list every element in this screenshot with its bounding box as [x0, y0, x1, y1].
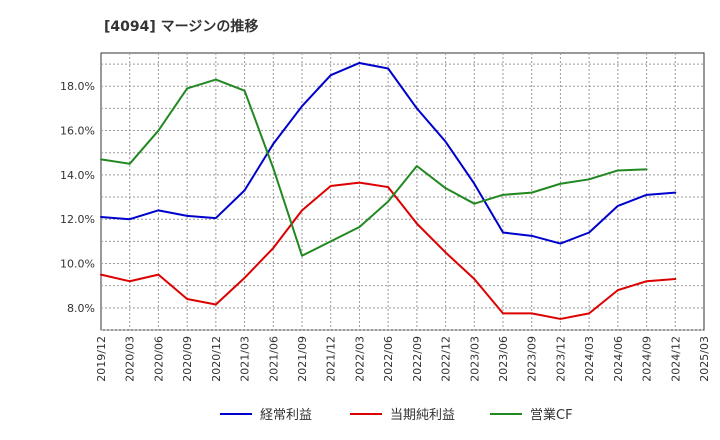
legend: 経常利益 当期純利益 営業CF — [220, 407, 573, 423]
series-line-2 — [100, 181, 677, 320]
x-tick-label: 2023/09 — [526, 336, 539, 382]
legend-label: 経常利益 — [260, 408, 312, 423]
x-axis: 2019/12 2020/03 2020/06 2020/09 2020/12 2021/… — [95, 336, 711, 382]
x-tick-label: 2024/03 — [583, 336, 596, 382]
x-tick-label: 2022/06 — [382, 336, 395, 382]
series-lines — [100, 61, 677, 320]
chart-title: [4094] マージンの推移 — [104, 18, 258, 35]
x-tick-label: 2020/06 — [152, 336, 165, 382]
x-tick-label: 2024/12 — [669, 336, 682, 382]
x-tick-label: 2023/06 — [497, 336, 510, 382]
y-axis: 8.0% 10.0% 12.0% 14.0% 16.0% 18.0% — [60, 80, 95, 315]
x-tick-label: 2023/12 — [554, 336, 567, 382]
plot-area — [100, 52, 705, 331]
x-tick-label: 2022/12 — [440, 336, 453, 382]
x-tick-label: 2019/12 — [95, 336, 108, 382]
legend-label: 当期純利益 — [390, 408, 455, 423]
y-tick-label: 8.0% — [67, 302, 95, 315]
x-tick-label: 2022/03 — [353, 336, 366, 382]
x-tick-label: 2024/09 — [641, 336, 654, 382]
x-tick-label: 2024/06 — [612, 336, 625, 382]
x-tick-label: 2020/09 — [181, 336, 194, 382]
x-tick-label: 2020/12 — [210, 336, 223, 382]
y-tick-label: 18.0% — [60, 80, 95, 93]
series-line-1 — [100, 61, 677, 245]
y-tick-label: 16.0% — [60, 125, 95, 138]
x-tick-label: 2022/09 — [411, 336, 424, 382]
grid-lines — [101, 53, 704, 331]
y-tick-label: 12.0% — [60, 213, 95, 226]
y-tick-label: 10.0% — [60, 258, 95, 271]
y-tick-label: 14.0% — [60, 169, 95, 182]
x-tick-label: 2021/03 — [239, 336, 252, 382]
x-tick-label: 2020/03 — [124, 336, 137, 382]
x-tick-label: 2023/03 — [468, 336, 481, 382]
x-tick-label: 2021/09 — [296, 336, 309, 382]
x-tick-label: 2021/06 — [267, 336, 280, 382]
series-line-3 — [100, 78, 648, 257]
x-tick-label: 2025/03 — [698, 336, 711, 382]
x-tick-label: 2021/12 — [325, 336, 338, 382]
legend-label: 営業CF — [530, 407, 573, 423]
